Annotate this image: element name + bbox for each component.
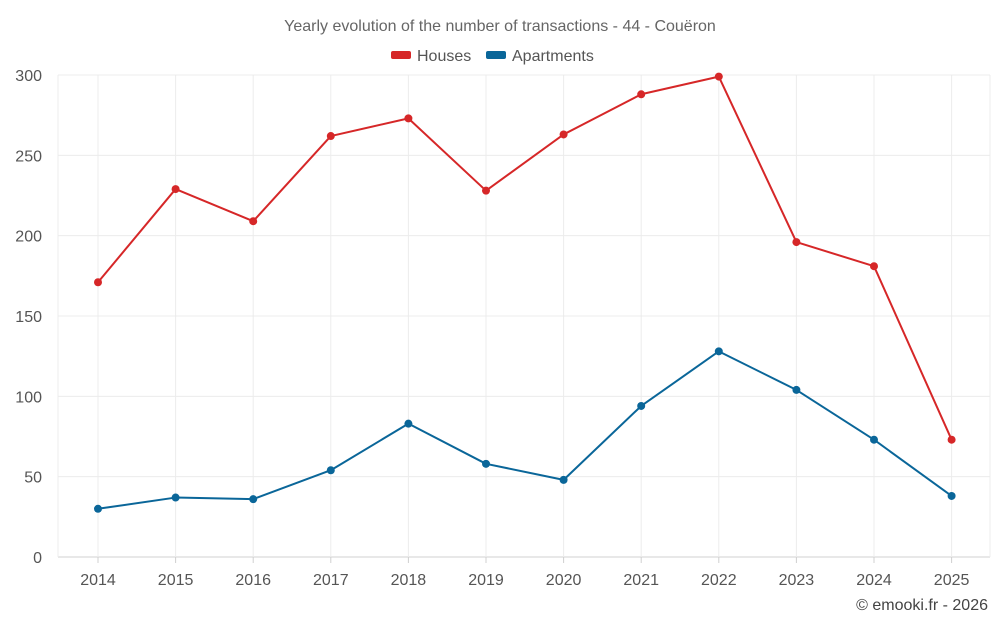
legend: Houses Apartments <box>391 48 594 65</box>
x-tick-label: 2021 <box>623 572 659 589</box>
data-point-houses[interactable]: Houses 2022: 299 <box>714 72 723 81</box>
x-tick-label: 2023 <box>779 572 815 589</box>
y-axis: 0 50 100 150 200 250 300 <box>15 68 42 567</box>
x-tick-label: 2020 <box>546 572 582 589</box>
x-tick-label: 2017 <box>313 572 349 589</box>
data-point-apartments[interactable]: Apartments 2021: 94 <box>637 401 646 410</box>
data-point-apartments[interactable]: Apartments 2015: 37 <box>171 493 180 502</box>
data-point-houses[interactable]: Houses 2023: 196 <box>792 238 801 247</box>
data-point-apartments[interactable]: Apartments 2014: 30 <box>94 504 102 513</box>
data-point-houses[interactable]: Houses 2025: 73 <box>947 435 956 444</box>
x-tick-label: 2022 <box>701 572 737 589</box>
x-tick-label: 2019 <box>468 572 504 589</box>
legend-item-houses[interactable]: Houses <box>391 48 471 65</box>
data-point-houses[interactable]: Houses 2015: 229 <box>171 185 180 194</box>
data-point-apartments[interactable]: Apartments 2025: 38 <box>947 491 956 500</box>
y-tick-label: 150 <box>15 309 42 326</box>
y-tick-label: 300 <box>15 68 42 85</box>
y-tick-label: 50 <box>24 470 42 487</box>
data-point-houses[interactable]: Houses 2014: 171 <box>94 278 102 287</box>
data-point-houses[interactable]: Houses 2024: 181 <box>870 262 878 271</box>
y-tick-label: 200 <box>15 229 42 246</box>
series-line-apartments <box>97 350 953 510</box>
data-point-apartments[interactable]: Apartments 2016: 36 <box>249 495 258 504</box>
data-point-houses[interactable]: Houses 2018: 273 <box>404 114 413 123</box>
credit-text: © emooki.fr - 2026 <box>856 597 988 614</box>
x-tick-label: 2025 <box>934 572 970 589</box>
data-point-apartments[interactable]: Apartments 2024: 73 <box>870 435 878 444</box>
x-tick-label: 2015 <box>158 572 194 589</box>
y-tick-label: 0 <box>33 550 42 567</box>
data-point-houses[interactable]: Houses 2017: 262 <box>326 132 335 141</box>
legend-swatch-apartments <box>486 51 506 59</box>
chart-title: Yearly evolution of the number of transa… <box>284 18 716 35</box>
series-layer: Houses 2014: 171 Houses 2015: 229 Houses 2… <box>94 72 956 513</box>
x-tick-label: 2014 <box>80 572 116 589</box>
data-point-apartments[interactable]: Apartments 2017: 54 <box>326 466 335 475</box>
series-line-houses <box>97 75 953 441</box>
data-point-apartments[interactable]: Apartments 2020: 48 <box>559 475 568 484</box>
legend-swatch-houses <box>391 51 411 59</box>
x-axis: 2014 2015 2016 2017 2018 2019 2020 2021 2022 2023… <box>80 557 969 589</box>
data-point-houses[interactable]: Houses 2016: 209 <box>249 217 258 226</box>
legend-item-apartments[interactable]: Apartments <box>486 48 594 65</box>
data-point-houses[interactable]: Houses 2020: 263 <box>559 130 568 139</box>
x-tick-label: 2024 <box>856 572 892 589</box>
x-tick-label: 2018 <box>391 572 427 589</box>
data-point-apartments[interactable]: Apartments 2019: 58 <box>482 459 490 468</box>
data-point-apartments[interactable]: Apartments 2018: 83 <box>404 419 413 428</box>
x-tick-label: 2016 <box>235 572 271 589</box>
data-point-houses[interactable]: Houses 2019: 228 <box>482 186 490 195</box>
y-tick-label: 250 <box>15 148 42 165</box>
data-point-houses[interactable]: Houses 2021: 288 <box>637 90 646 99</box>
y-tick-label: 100 <box>15 389 42 406</box>
data-point-apartments[interactable]: Apartments 2023: 104 <box>792 385 801 394</box>
legend-label-houses: Houses <box>417 48 471 65</box>
data-point-apartments[interactable]: Apartments 2022: 128 <box>714 347 723 356</box>
gridlines <box>57 74 991 558</box>
legend-label-apartments: Apartments <box>512 48 594 65</box>
